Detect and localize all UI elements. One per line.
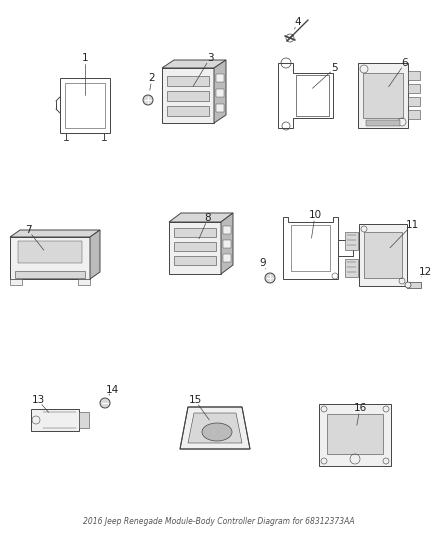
FancyBboxPatch shape	[78, 279, 90, 285]
Text: 8: 8	[205, 213, 211, 223]
Circle shape	[100, 398, 110, 408]
FancyBboxPatch shape	[167, 91, 209, 101]
Text: 10: 10	[308, 210, 321, 220]
Text: 4: 4	[295, 17, 301, 27]
FancyBboxPatch shape	[364, 232, 402, 278]
FancyBboxPatch shape	[167, 76, 209, 86]
FancyBboxPatch shape	[359, 224, 407, 286]
Text: 14: 14	[106, 385, 119, 395]
FancyBboxPatch shape	[216, 104, 224, 112]
Text: 2: 2	[148, 73, 155, 83]
FancyBboxPatch shape	[345, 232, 358, 250]
Text: 6: 6	[402, 58, 408, 68]
FancyBboxPatch shape	[18, 241, 82, 263]
Polygon shape	[162, 60, 226, 68]
FancyBboxPatch shape	[10, 237, 90, 279]
FancyBboxPatch shape	[174, 256, 216, 265]
Polygon shape	[214, 60, 226, 123]
Text: 5: 5	[332, 63, 338, 73]
FancyBboxPatch shape	[174, 242, 216, 251]
Text: 3: 3	[207, 53, 213, 63]
Text: 1: 1	[82, 53, 88, 63]
FancyBboxPatch shape	[407, 282, 421, 288]
FancyBboxPatch shape	[358, 63, 408, 128]
Text: 7: 7	[25, 225, 31, 235]
FancyBboxPatch shape	[216, 74, 224, 82]
Text: 12: 12	[418, 267, 431, 277]
Text: 11: 11	[406, 220, 419, 230]
FancyBboxPatch shape	[162, 68, 214, 123]
Polygon shape	[90, 230, 100, 279]
Polygon shape	[221, 213, 233, 274]
Circle shape	[265, 273, 275, 283]
FancyBboxPatch shape	[345, 259, 358, 277]
FancyBboxPatch shape	[169, 222, 221, 274]
FancyBboxPatch shape	[408, 97, 420, 106]
FancyBboxPatch shape	[167, 106, 209, 116]
FancyBboxPatch shape	[319, 404, 391, 466]
FancyBboxPatch shape	[223, 240, 231, 248]
Circle shape	[143, 95, 153, 105]
FancyBboxPatch shape	[363, 73, 403, 118]
Polygon shape	[188, 413, 242, 443]
Polygon shape	[180, 407, 250, 449]
FancyBboxPatch shape	[223, 254, 231, 262]
FancyBboxPatch shape	[31, 409, 79, 431]
FancyBboxPatch shape	[408, 110, 420, 119]
FancyBboxPatch shape	[223, 226, 231, 234]
FancyBboxPatch shape	[79, 412, 89, 428]
Text: 16: 16	[353, 403, 367, 413]
FancyBboxPatch shape	[10, 279, 22, 285]
Ellipse shape	[202, 423, 232, 441]
FancyBboxPatch shape	[408, 84, 420, 93]
Text: 9: 9	[260, 258, 266, 268]
Polygon shape	[10, 230, 100, 237]
Circle shape	[405, 282, 411, 288]
FancyBboxPatch shape	[174, 228, 216, 237]
Text: 2016 Jeep Renegade Module-Body Controller Diagram for 68312373AA: 2016 Jeep Renegade Module-Body Controlle…	[83, 516, 355, 526]
FancyBboxPatch shape	[15, 271, 85, 278]
FancyBboxPatch shape	[327, 414, 383, 454]
Polygon shape	[169, 213, 233, 222]
FancyBboxPatch shape	[366, 120, 400, 126]
Text: 15: 15	[188, 395, 201, 405]
Text: 13: 13	[32, 395, 45, 405]
FancyBboxPatch shape	[408, 71, 420, 80]
FancyBboxPatch shape	[216, 89, 224, 97]
